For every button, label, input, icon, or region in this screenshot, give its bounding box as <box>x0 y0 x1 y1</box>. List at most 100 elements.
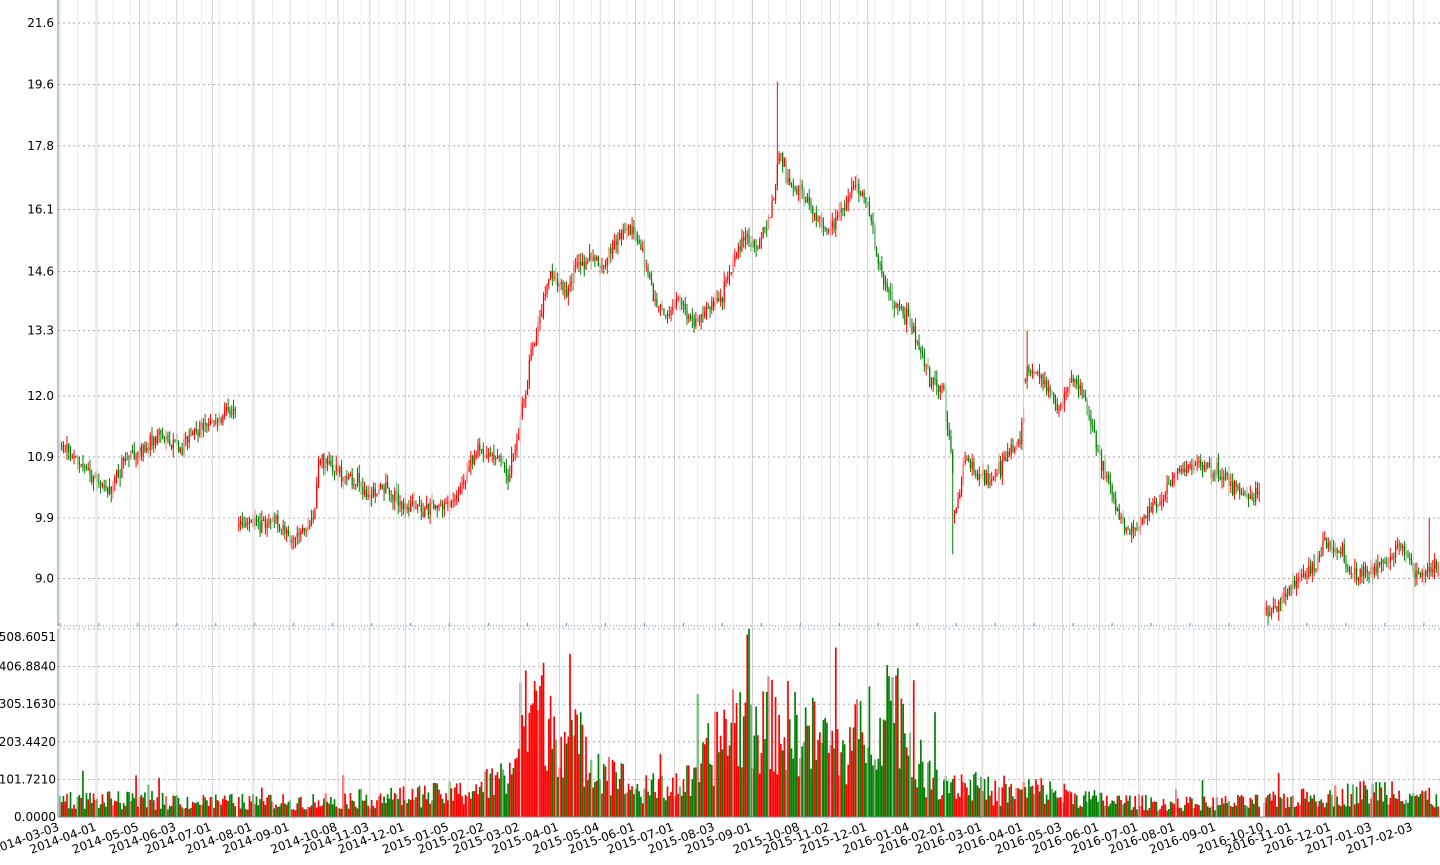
candle-body <box>551 271 553 278</box>
volume-bar <box>376 800 378 817</box>
volume-bar <box>960 774 963 817</box>
candle-body <box>1019 439 1021 445</box>
candle-body <box>383 487 385 493</box>
candle-body <box>587 261 589 263</box>
volume-bar <box>1238 796 1241 817</box>
candle-body <box>613 241 615 249</box>
volume-bar <box>1169 801 1172 817</box>
candle-body <box>411 501 414 504</box>
candle-body <box>534 344 536 347</box>
candle-body <box>902 307 904 315</box>
volume-bar <box>1111 800 1113 817</box>
volume-bar <box>668 795 671 817</box>
volume-bar <box>850 750 853 817</box>
volume-bar <box>638 791 641 817</box>
candle-body <box>199 422 201 436</box>
candle-body <box>101 485 104 487</box>
candle-body <box>1232 481 1234 495</box>
volume-bar <box>1346 783 1349 817</box>
candle-body <box>872 220 874 227</box>
candle-body <box>707 307 709 309</box>
volume-bar <box>1106 795 1108 817</box>
candle-body <box>734 256 736 262</box>
volume-bar <box>1196 804 1199 817</box>
volume-bar <box>1341 788 1344 817</box>
volume-bar <box>1290 796 1292 817</box>
candle-body <box>766 228 768 230</box>
candle-body <box>936 379 938 386</box>
volume-bar <box>1435 794 1438 817</box>
volume-bar <box>588 772 591 817</box>
candle-body <box>291 540 293 544</box>
volume-bar <box>783 737 786 817</box>
volume-bar <box>990 790 993 817</box>
candle-body <box>532 346 534 350</box>
candle-body <box>181 447 183 456</box>
volume-bar <box>1132 807 1135 817</box>
volume-bar <box>1114 803 1117 817</box>
volume-bar <box>951 779 954 817</box>
candle-body <box>670 310 672 316</box>
volume-bar <box>817 739 819 817</box>
volume-bar <box>512 767 515 817</box>
candle-body <box>1426 571 1429 573</box>
candle-body <box>642 248 644 250</box>
volume-bar <box>1194 804 1197 817</box>
candle-body <box>615 241 617 246</box>
candle-body <box>255 518 258 520</box>
volume-bar <box>92 793 95 817</box>
candle-body <box>470 455 472 467</box>
candle-body <box>622 229 624 240</box>
volume-bar <box>122 803 125 817</box>
candle-body <box>1233 481 1236 495</box>
volume-bar <box>514 759 517 817</box>
volume-bar <box>1366 789 1369 817</box>
volume-bar <box>562 777 564 817</box>
candle-body <box>939 386 941 392</box>
candle-body <box>477 444 479 455</box>
candle-body <box>410 503 412 512</box>
volume-bar <box>193 803 196 817</box>
volume-bar <box>321 805 323 817</box>
volume-bar <box>618 778 621 817</box>
candle-body <box>689 315 692 317</box>
candle-body <box>500 455 502 462</box>
candle-body <box>911 326 913 332</box>
volume-bar <box>464 794 467 817</box>
candle-body <box>1393 556 1395 558</box>
volume-bar <box>1166 810 1168 817</box>
candle-body <box>436 505 438 509</box>
volume-bar <box>1143 810 1145 817</box>
volume-bar <box>1244 805 1246 817</box>
candle-body <box>247 522 249 524</box>
volume-bar <box>664 800 667 817</box>
volume-bar <box>695 767 697 817</box>
volume-bar <box>475 784 478 817</box>
volume-bar <box>1003 775 1005 817</box>
volume-bar <box>1100 792 1103 817</box>
candle-body <box>675 298 677 306</box>
volume-bar <box>1359 781 1362 817</box>
volume-bar <box>652 773 655 817</box>
volume-bar <box>1084 791 1087 817</box>
volume-bar <box>996 800 998 817</box>
volume-bar <box>1247 807 1250 817</box>
volume-bar <box>650 779 653 817</box>
candle-body <box>592 257 594 261</box>
candle-body <box>110 486 112 494</box>
candle-body <box>886 282 888 290</box>
volume-bar <box>331 804 334 817</box>
candle-body <box>808 196 810 206</box>
volume-bar <box>656 797 658 817</box>
candle-body <box>1109 481 1112 486</box>
volume-bar <box>549 695 552 817</box>
volume-bar <box>547 718 550 817</box>
candle-body <box>790 184 793 187</box>
candle-body <box>859 193 862 196</box>
volume-bar <box>229 794 231 817</box>
volume-bar <box>689 795 692 817</box>
volume-bar <box>1054 790 1057 817</box>
candle-body <box>835 216 837 229</box>
volume-bar <box>755 706 757 817</box>
candle-body <box>654 299 656 301</box>
